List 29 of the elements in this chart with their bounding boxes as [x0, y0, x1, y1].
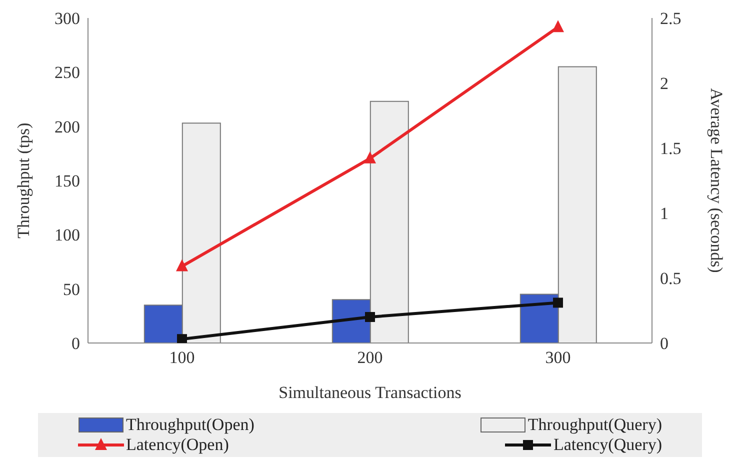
y-tick-label: 200 [54, 117, 80, 136]
point [364, 151, 376, 164]
x-axis-title: Simultaneous Transactions [278, 383, 462, 402]
y2-tick-label: 2.5 [660, 9, 682, 28]
y2-tick-label: 0 [660, 334, 668, 354]
point [177, 334, 187, 343]
y-tick-label: 50 [63, 280, 80, 299]
y-tick-label: 150 [54, 172, 80, 191]
y2-tick-label: 1 [660, 204, 668, 224]
y-tick-label: 0 [72, 334, 80, 354]
legend-label: Throughput(Open) [126, 415, 254, 435]
legend-label: Latency(Open) [126, 435, 229, 455]
x-tick-label: 100 [169, 348, 195, 368]
y2-axis-title: Average Latency (seconds) [706, 88, 726, 273]
y-tick-label: 300 [54, 9, 80, 28]
y-tick-label: 100 [54, 226, 80, 245]
point [176, 259, 188, 272]
y2-tick-label: 1.5 [660, 139, 682, 158]
y2-tick-label: 2 [660, 74, 668, 94]
legend-label: Latency(Query) [553, 435, 662, 455]
legend-label: Throughput(Query) [528, 415, 662, 435]
y-axis-title: Throughput (tps) [14, 122, 34, 238]
point [553, 298, 563, 308]
point [365, 312, 375, 322]
y2-tick-label: 0.5 [660, 269, 682, 288]
x-tick-label: 200 [357, 348, 383, 368]
x-tick-label: 300 [545, 348, 571, 368]
point [552, 20, 564, 32]
y-tick-label: 250 [54, 63, 80, 82]
